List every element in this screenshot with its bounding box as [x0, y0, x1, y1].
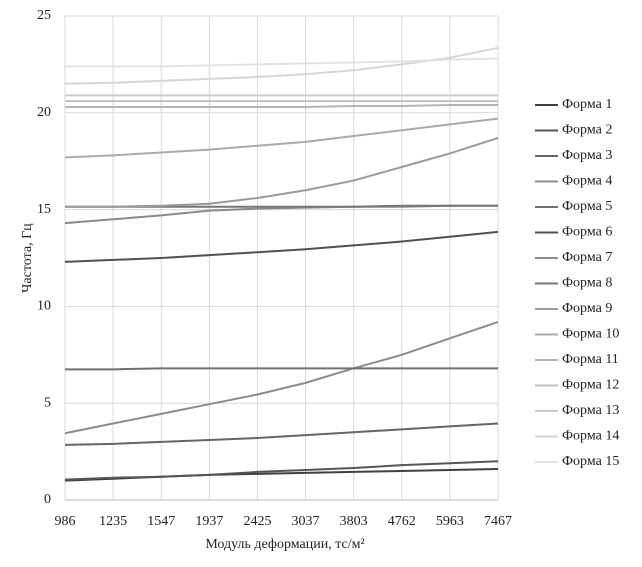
series-line [65, 137, 499, 208]
x-tick-label: 1937 [195, 514, 223, 529]
series-line [64, 230, 499, 263]
legend-label: Форма 8 [562, 276, 612, 291]
y-tick-label: 20 [37, 105, 51, 120]
y-tick-label: 15 [37, 202, 51, 217]
legend-label: Форма 10 [562, 327, 619, 342]
series-line [64, 204, 498, 225]
y-tick-label: 25 [37, 8, 51, 23]
x-tick-label: 4762 [388, 514, 416, 529]
legend-label: Форма 9 [562, 301, 612, 316]
series-line [65, 367, 498, 371]
legend-label: Форма 1 [562, 97, 612, 112]
legend-label: Форма 3 [562, 148, 612, 163]
x-tick-label: 7467 [484, 514, 512, 529]
y-tick-label: 10 [37, 299, 51, 314]
series-line [64, 320, 499, 435]
legend-label: Форма 7 [562, 250, 612, 265]
legend-label: Форма 6 [562, 225, 612, 240]
series-line [64, 117, 499, 159]
series-line [65, 104, 498, 108]
legend-label: Форма 12 [562, 378, 619, 393]
legend-label: Форма 11 [562, 352, 619, 367]
legend-label: Форма 5 [562, 199, 612, 214]
y-tick-label: 5 [44, 395, 51, 410]
x-tick-label: 3803 [340, 514, 368, 529]
x-axis-title: Модуль деформации, тс/м² [205, 537, 364, 552]
x-tick-label: 3037 [292, 514, 320, 529]
x-tick-label: 1235 [99, 514, 127, 529]
x-tick-label: 1547 [147, 514, 175, 529]
legend-label: Форма 4 [562, 174, 612, 189]
series-line [64, 460, 499, 481]
legend-label: Форма 13 [562, 403, 619, 418]
series-line [64, 422, 499, 446]
y-axis-title: Частота, Гц [20, 223, 35, 293]
x-tick-label: 986 [55, 514, 76, 529]
x-tick-label: 2425 [243, 514, 271, 529]
legend-label: Форма 14 [562, 429, 619, 444]
x-tick-label: 5963 [436, 514, 464, 529]
y-tick-label: 0 [44, 492, 51, 507]
legend-label: Форма 15 [562, 454, 619, 469]
series-line [65, 57, 499, 68]
legend-label: Форма 2 [562, 123, 612, 138]
